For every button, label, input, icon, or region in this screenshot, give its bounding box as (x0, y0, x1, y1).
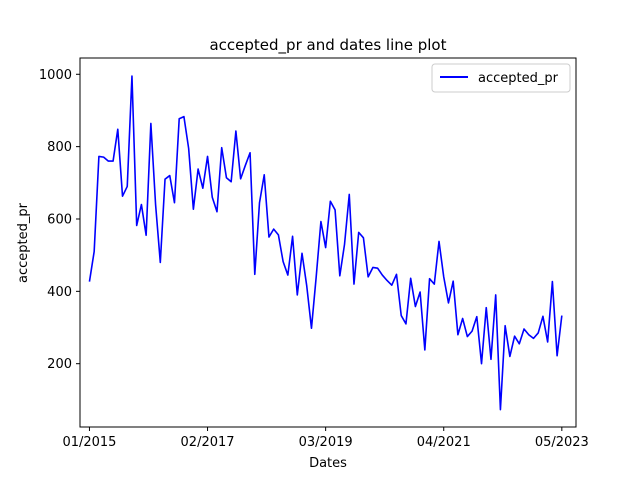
legend-label: accepted_pr (478, 71, 559, 86)
y-tick-label: 400 (47, 285, 72, 300)
x-tick-label: 01/2015 (62, 435, 116, 450)
chart-title: accepted_pr and dates line plot (209, 36, 446, 55)
y-tick-label: 200 (47, 357, 72, 372)
plot-area (79, 57, 577, 428)
y-tick-label: 600 (47, 212, 72, 227)
legend-frame (431, 63, 571, 93)
x-axis-title: Dates (309, 456, 347, 471)
legend: accepted_pr (431, 63, 571, 93)
y-axis-title: accepted_pr (16, 202, 31, 283)
x-tick-label: 05/2023 (535, 435, 589, 450)
y-tick-label: 800 (47, 140, 72, 155)
y-tick-label: 1000 (39, 68, 72, 83)
x-axis: 01/2015 02/2017 03/2019 04/2021 05/2023 (62, 427, 589, 450)
x-tick-label: 04/2021 (417, 435, 471, 450)
axes-frame (79, 57, 577, 428)
y-axis: 200 400 600 800 1000 (39, 68, 80, 372)
series-line-accepted-pr (88, 75, 563, 411)
x-tick-label: 02/2017 (181, 435, 235, 450)
x-tick-label: 03/2019 (299, 435, 353, 450)
